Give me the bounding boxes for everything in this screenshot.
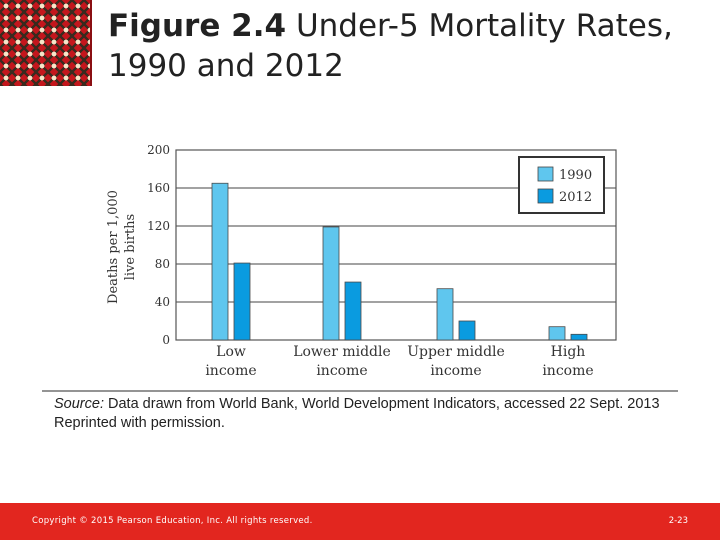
bar-1990 — [436, 288, 454, 341]
x-tick-label: income — [430, 363, 481, 379]
x-tick-label: High — [551, 344, 586, 360]
x-tick-label: income — [205, 363, 256, 379]
bar-1990 — [322, 226, 340, 341]
x-tick-label: Upper middle — [407, 344, 505, 360]
x-tick-label: income — [316, 363, 367, 379]
figure-number: Figure 2.4 — [108, 8, 287, 44]
copyright-notice: Copyright © 2015 Pearson Education, Inc.… — [32, 516, 313, 526]
y-tick-label: 80 — [155, 257, 170, 271]
bar-2012 — [233, 262, 251, 341]
y-axis-label: live births — [123, 214, 138, 280]
page-title: Figure 2.4 Under-5 Mortality Rates, 1990… — [108, 6, 708, 86]
x-tick-label: Low — [216, 344, 246, 360]
page-number: 2-23 — [668, 516, 688, 526]
legend-swatch-2012 — [537, 188, 554, 204]
y-tick-label: 40 — [155, 295, 170, 309]
publisher-logo-pattern — [0, 0, 92, 86]
source-reprint: Reprinted with permission. — [54, 415, 225, 431]
source-note: Source: Data drawn from World Bank, Worl… — [54, 395, 694, 433]
y-tick-label: 200 — [147, 143, 170, 157]
bar-2012 — [344, 281, 362, 341]
y-tick-label: 120 — [147, 219, 170, 233]
bar-2012 — [570, 333, 588, 341]
source-label: Source: — [54, 396, 104, 412]
legend-box — [518, 156, 605, 214]
y-axis-label: Deaths per 1,000 — [106, 190, 121, 304]
x-tick-label: income — [542, 363, 593, 379]
bar-2012 — [458, 320, 476, 341]
bar-1990 — [211, 182, 229, 341]
plot-frame — [175, 149, 617, 341]
y-tick-label: 160 — [147, 181, 170, 195]
legend-label: 2012 — [559, 190, 592, 205]
bar-1990 — [548, 326, 566, 341]
bar-chart: 0 40 80 120 160 200 Deaths per 1,000 live birth… — [42, 143, 678, 392]
y-tick-label: 0 — [162, 333, 170, 347]
legend-swatch-1990 — [537, 166, 554, 182]
footer-bar: Copyright © 2015 Pearson Education, Inc.… — [0, 503, 720, 540]
figure-title: Under-5 Mortality Rates, 1990 and 2012 — [108, 8, 673, 84]
x-tick-label: Lower middle — [293, 344, 391, 360]
legend-label: 1990 — [559, 168, 592, 183]
source-text: Data drawn from World Bank, World Develo… — [103, 396, 660, 412]
